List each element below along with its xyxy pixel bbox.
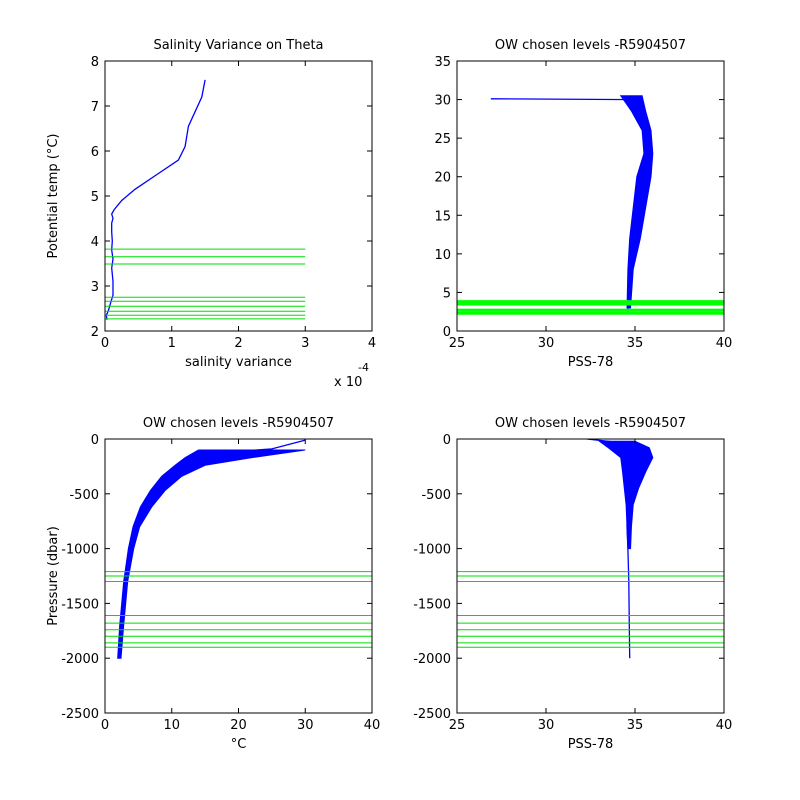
x-tick-label: 35 xyxy=(627,718,644,733)
chart-title: OW chosen levels -R5904507 xyxy=(495,416,686,431)
y-axis-label: Pressure (dbar) xyxy=(46,526,61,626)
x-tick-label: 10 xyxy=(163,718,180,733)
y-tick-label: 15 xyxy=(434,209,451,224)
x-tick-label: 4 xyxy=(368,336,376,351)
y-tick-label: -1500 xyxy=(413,597,451,612)
y-tick-label: -2000 xyxy=(61,652,99,667)
x-tick-label: 20 xyxy=(230,718,247,733)
profile-envelope xyxy=(597,440,654,550)
y-axis-label: Potential temp (°C) xyxy=(46,134,61,259)
y-tick-label: 4 xyxy=(91,235,99,250)
x-multiplier-exponent: -4 xyxy=(358,361,369,374)
chart-title: OW chosen levels -R5904507 xyxy=(143,416,334,431)
profile-envelope xyxy=(117,449,306,659)
y-tick-label: 7 xyxy=(91,100,99,115)
y-tick-label: 25 xyxy=(434,132,451,147)
x-tick-label: 30 xyxy=(297,718,314,733)
subplot-4: 25 30 35 40 0 -500 -1000 -1500 -2000 -2500 OW chos… xyxy=(413,416,732,752)
y-tick-label: -2500 xyxy=(61,707,99,722)
x-axis-label: PSS-78 xyxy=(568,737,614,752)
x-axis-label: °C xyxy=(231,737,247,752)
series-line xyxy=(105,79,206,320)
y-tick-label: 5 xyxy=(443,286,451,301)
y-tick-label: 30 xyxy=(434,94,451,109)
y-tick-label: 2 xyxy=(91,325,99,340)
profile-envelope xyxy=(619,95,654,309)
subplot-1: 0 1 2 3 4 2 3 4 5 6 7 8 Salinity Variance on Theta sa… xyxy=(46,38,376,390)
chart-title: OW chosen levels -R5904507 xyxy=(495,38,686,53)
y-tick-label: 5 xyxy=(91,190,99,205)
x-tick-label: 0 xyxy=(101,336,109,351)
y-tick-label: 35 xyxy=(434,55,451,70)
series-line xyxy=(490,98,650,314)
x-tick-label: 0 xyxy=(101,718,109,733)
axes-box xyxy=(456,60,725,332)
x-axis-label: PSS-78 xyxy=(568,355,614,370)
x-tick-label: 30 xyxy=(538,336,555,351)
axes-box xyxy=(104,60,373,332)
axes-box xyxy=(456,438,725,714)
x-tick-label: 1 xyxy=(168,336,176,351)
y-tick-label: -1000 xyxy=(413,543,451,558)
x-tick-label: 35 xyxy=(627,336,644,351)
y-tick-label: 8 xyxy=(91,55,99,70)
x-tick-label: 3 xyxy=(301,336,309,351)
y-tick-label: -1500 xyxy=(61,597,99,612)
y-tick-label: 6 xyxy=(91,145,99,160)
x-tick-label: 40 xyxy=(716,336,733,351)
plot-area xyxy=(457,95,724,315)
x-tick-label: 40 xyxy=(364,718,381,733)
y-tick-label: 20 xyxy=(434,171,451,186)
x-tick-label: 25 xyxy=(449,336,466,351)
y-tick-label: 0 xyxy=(91,433,99,448)
y-tick-label: -2500 xyxy=(413,707,451,722)
chart-title: Salinity Variance on Theta xyxy=(153,38,323,53)
y-tick-label: -2000 xyxy=(413,652,451,667)
y-tick-label: 10 xyxy=(434,248,451,263)
plot-area xyxy=(105,79,306,320)
x-tick-label: 25 xyxy=(449,718,466,733)
y-tick-label: 0 xyxy=(443,325,451,340)
y-tick-label: -1000 xyxy=(61,543,99,558)
x-multiplier-label: x 10 xyxy=(334,375,362,390)
plot-area xyxy=(457,439,724,659)
series-line xyxy=(118,439,306,659)
y-tick-label: -500 xyxy=(421,488,451,503)
x-tick-label: 40 xyxy=(716,718,733,733)
subplot-3: 0 10 20 30 40 0 -500 -1000 -1500 -2000 -2500 OW cho… xyxy=(46,416,380,752)
x-tick-label: 30 xyxy=(538,718,555,733)
x-axis-label: salinity variance xyxy=(185,355,292,370)
plot-area xyxy=(105,439,372,659)
y-tick-label: -500 xyxy=(69,488,99,503)
subplot-2: 25 30 35 40 0 5 10 15 20 25 30 35 OW chosen levels -… xyxy=(434,38,732,370)
y-tick-label: 0 xyxy=(443,433,451,448)
y-tick-label: 3 xyxy=(91,280,99,295)
x-tick-label: 2 xyxy=(234,336,242,351)
